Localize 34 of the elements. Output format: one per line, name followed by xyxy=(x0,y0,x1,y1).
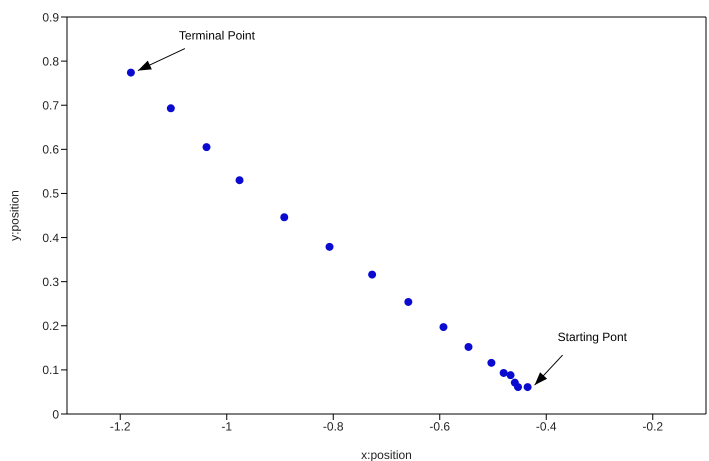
point xyxy=(236,176,244,184)
point xyxy=(404,298,412,306)
point xyxy=(368,270,376,279)
y-tick-label: 0.6 xyxy=(42,142,60,157)
y-tick-label: 0 xyxy=(52,407,60,422)
y-tick-label: 0.9 xyxy=(42,10,60,24)
y-tick-label: 0.8 xyxy=(42,54,60,68)
x-tick-label: -0.6 xyxy=(429,420,450,434)
point xyxy=(126,68,135,77)
point xyxy=(202,143,211,152)
y-tick-label: 0.4 xyxy=(42,230,60,245)
x-tick-label: -1 xyxy=(221,420,232,434)
y-tick-label: 0.1 xyxy=(42,363,60,378)
point xyxy=(500,368,508,377)
y-tick-label: 0.5 xyxy=(42,186,60,201)
y-axis-title: y:position xyxy=(7,190,22,241)
point xyxy=(439,323,448,332)
y-tick-label: 0.7 xyxy=(42,98,60,112)
point xyxy=(514,383,522,392)
x-tick-label: -1.2 xyxy=(110,420,131,434)
x-tick-label: -0.8 xyxy=(322,420,344,434)
y-tick-label: 0.3 xyxy=(42,274,60,289)
x-tick-label: -0.2 xyxy=(642,420,664,434)
point xyxy=(326,242,334,251)
point xyxy=(524,383,532,392)
annotation: Starting Pont xyxy=(558,330,628,344)
annotation: Terminal Point xyxy=(178,28,256,43)
point xyxy=(464,342,473,351)
y-tick-label: 0.2 xyxy=(42,319,60,334)
point xyxy=(166,104,175,112)
point xyxy=(506,371,515,380)
point xyxy=(487,358,496,367)
point xyxy=(280,213,288,222)
x-tick-label: -0.4 xyxy=(536,420,557,434)
